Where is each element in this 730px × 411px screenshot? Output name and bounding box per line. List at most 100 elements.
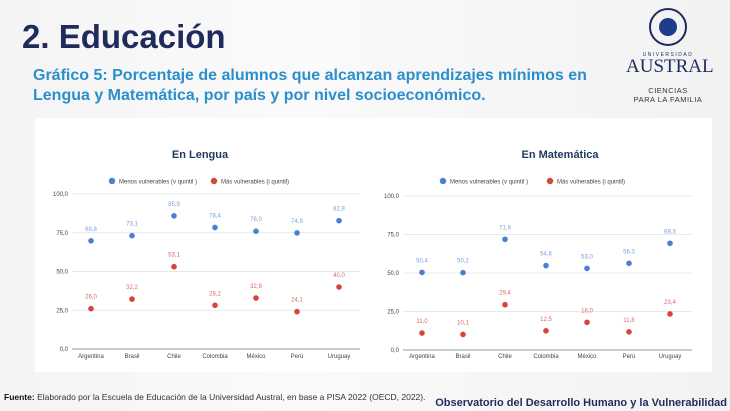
- data-label: 32,9: [250, 284, 262, 290]
- legend-marker: [210, 177, 218, 185]
- x-tick-label: Brasil: [124, 354, 139, 360]
- data-point: [253, 228, 259, 234]
- chart-title: En Lengua: [172, 149, 229, 161]
- data-point: [336, 217, 342, 224]
- legend-label: Más vulnerables (i quintil): [557, 180, 625, 186]
- data-point: [626, 260, 632, 267]
- data-label: 23,4: [664, 300, 676, 306]
- x-tick-label: Colombia: [533, 354, 559, 360]
- data-point: [626, 329, 632, 335]
- y-tick-label: 100,0: [53, 192, 69, 198]
- legend-marker: [546, 177, 554, 185]
- slide-title: 2. Educación: [22, 18, 226, 55]
- x-tick-label: México: [577, 354, 597, 360]
- data-label: 53,1: [168, 253, 180, 259]
- data-label: 85,9: [168, 202, 180, 208]
- data-point: [502, 301, 508, 308]
- data-label: 24,1: [291, 298, 303, 304]
- legend-marker: [108, 177, 116, 185]
- data-label: 10,1: [457, 320, 469, 326]
- data-label: 26,0: [85, 295, 97, 301]
- y-tick-label: 25,0: [56, 308, 68, 314]
- data-point: [419, 269, 425, 276]
- x-tick-label: México: [246, 354, 266, 360]
- y-tick-label: 75,0: [387, 233, 399, 239]
- x-tick-label: Argentina: [78, 354, 104, 360]
- chart-title: En Matemática: [521, 149, 599, 161]
- x-tick-label: Chile: [167, 354, 181, 360]
- data-label: 56,3: [623, 249, 635, 255]
- data-label: 76,0: [250, 217, 262, 223]
- data-label: 28,2: [209, 291, 221, 297]
- data-label: 29,4: [499, 291, 511, 297]
- y-tick-label: 25,0: [387, 310, 399, 316]
- data-point: [294, 230, 300, 236]
- x-tick-label: Colombia: [202, 354, 228, 360]
- x-tick-label: Uruguay: [659, 354, 682, 360]
- data-label: 71,9: [499, 225, 511, 231]
- source-note: Fuente: Elaborado por la Escuela de Educ…: [4, 392, 425, 402]
- x-tick-label: Brasil: [455, 354, 470, 360]
- source-text: Elaborado por la Escuela de Educación de…: [34, 392, 426, 402]
- data-label: 82,8: [333, 207, 345, 213]
- logo-faculty-1: CIENCIAS: [648, 86, 688, 95]
- data-point: [584, 265, 590, 272]
- logo-university: UNIVERSIDAD: [642, 52, 694, 58]
- data-label: 69,3: [664, 229, 676, 235]
- data-point: [212, 302, 218, 309]
- data-point: [419, 330, 425, 336]
- university-logo: UNIVERSIDAD AUSTRAL CIENCIAS PARA LA FAM…: [626, 8, 714, 104]
- y-tick-label: 75,0: [56, 231, 68, 237]
- tree-icon: [659, 18, 677, 36]
- data-label: 54,8: [540, 252, 552, 258]
- x-tick-label: Uruguay: [328, 354, 351, 360]
- data-point: [543, 327, 549, 334]
- data-point: [502, 236, 508, 243]
- data-label: 69,8: [85, 227, 97, 233]
- data-label: 12,5: [540, 317, 552, 323]
- y-tick-label: 0,0: [60, 347, 69, 353]
- data-point: [667, 311, 673, 317]
- data-label: 18,0: [581, 308, 593, 314]
- data-point: [253, 295, 259, 301]
- observatory-name: Observatorio del Desarrollo Humano y la …: [435, 397, 727, 409]
- data-label: 73,1: [126, 222, 138, 228]
- data-point: [171, 263, 177, 270]
- data-label: 50,2: [457, 259, 469, 265]
- data-point: [584, 319, 590, 326]
- data-label: 74,9: [291, 219, 303, 225]
- x-tick-label: Chile: [498, 354, 512, 360]
- data-point: [667, 240, 673, 247]
- y-tick-label: 100,0: [384, 194, 400, 200]
- data-label: 50,4: [416, 258, 428, 264]
- data-label: 40,0: [333, 273, 345, 279]
- x-tick-label: Perú: [623, 354, 636, 360]
- logo-faculty-2: PARA LA FAMILIA: [633, 95, 703, 104]
- data-point: [88, 238, 94, 244]
- y-tick-label: 50,0: [56, 270, 68, 276]
- data-point: [171, 213, 177, 219]
- legend-marker: [439, 177, 447, 185]
- data-label: 78,4: [209, 213, 221, 219]
- y-tick-label: 0,0: [391, 348, 400, 354]
- legend-label: Más vulnerables (i quintil): [221, 180, 289, 186]
- y-tick-label: 50,0: [387, 271, 399, 277]
- data-point: [212, 224, 218, 231]
- chart-subtitle: Gráfico 5: Porcentaje de alumnos que alc…: [33, 67, 587, 104]
- charts-panel: [35, 118, 712, 372]
- seal-icon: [649, 8, 687, 46]
- x-tick-label: Perú: [291, 354, 304, 360]
- data-label: 11,8: [623, 318, 635, 324]
- x-tick-label: Argentina: [409, 354, 435, 360]
- data-point: [460, 269, 466, 276]
- data-point: [88, 305, 94, 312]
- data-point: [460, 331, 466, 338]
- data-label: 11,0: [416, 319, 428, 325]
- data-point: [129, 296, 135, 302]
- data-point: [129, 232, 135, 239]
- data-point: [294, 308, 300, 315]
- data-point: [336, 284, 342, 290]
- source-label: Fuente:: [4, 392, 35, 402]
- legend-label: Menos vulnerables (v quintil ): [450, 180, 528, 186]
